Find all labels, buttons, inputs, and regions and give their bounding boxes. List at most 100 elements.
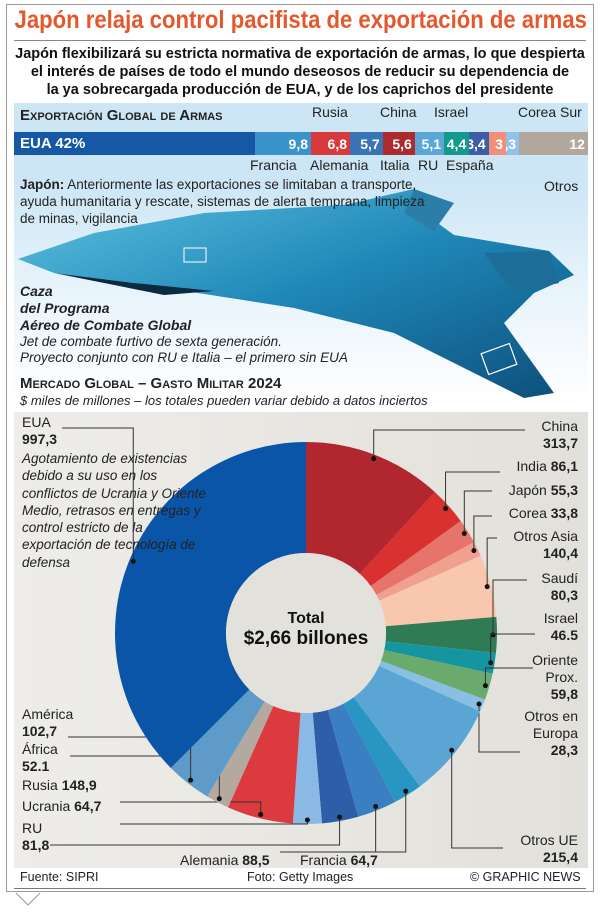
donut-label-name: Europa (532, 725, 578, 741)
donut-label-value: 148,9 (61, 777, 97, 793)
leader-line (50, 816, 341, 846)
bar-category-label: RU (418, 157, 439, 173)
caption-title: Caza (20, 283, 53, 299)
bar-category-label: Corea Sur (518, 104, 582, 120)
leader-dot (188, 777, 194, 783)
donut-slice-otros-asia (379, 555, 497, 627)
bar-segment-españa: 2,3 (505, 132, 520, 155)
donut-label-value: 140,4 (542, 545, 578, 561)
donut-label-name: RU (22, 820, 43, 836)
bar-category-label: Alemania (310, 157, 369, 173)
donut-label-value: 55,3 (550, 482, 578, 498)
donut-label: Alemania 88,5 (180, 852, 270, 869)
leader-dot (130, 558, 136, 564)
donut-label: China 313,7 (541, 418, 578, 452)
subtitle-line: Japón flexibilizará su estricta normativ… (14, 45, 586, 63)
donut-label-value: 88,5 (242, 852, 270, 868)
subtitle-text: Japón flexibilizará su estricta normativ… (15, 46, 585, 62)
donut-label-name: Rusia (22, 777, 58, 793)
donut-label: Rusia 148,9 (22, 777, 97, 794)
spending-title: Mercado Global – Gasto Militar 2024 (20, 375, 282, 392)
donut-label: Ucrania 64,7 (22, 798, 101, 815)
donut-label: Francia 64,7 (300, 852, 378, 869)
donut-slice-rusia (228, 706, 301, 824)
exports-title: Exportación Global de Armas (20, 107, 223, 124)
donut-label-name: Oriente (532, 652, 578, 668)
donut-slice-ucrania (292, 712, 323, 824)
leader-dot (488, 660, 494, 666)
total-label: Total (287, 610, 325, 627)
bar-segment-alemania: 5,7 (350, 132, 383, 155)
japon-note: Japón: Anteriormente las exportaciones s… (20, 176, 440, 227)
donut-label: África 52.1 (22, 741, 58, 775)
donut-label-value: 52.1 (22, 758, 50, 774)
donut-label-name: EUA (22, 414, 51, 430)
caption-text: Proyecto conjunto con RU e Italia – el p… (20, 350, 348, 365)
donut-label-value: 46.5 (550, 627, 578, 643)
exports-stacked-bar: EUA 42%9,86,85,75,65,14,43,432,312 (14, 132, 588, 155)
donut-slice-otros-ue (353, 665, 481, 787)
leader-line (490, 633, 535, 663)
donut-label: Corea 33,8 (509, 505, 578, 522)
bar-segment-francia: 9,8 (254, 132, 312, 155)
bar-segment-israel: 4,4 (444, 132, 470, 155)
donut-slice-eua (115, 442, 307, 768)
donut-label-name: Francia (300, 852, 347, 868)
donut-label: EUA 997,3 (22, 414, 57, 448)
leader-line (62, 427, 134, 562)
bar-category-label: Otros (544, 178, 579, 194)
page-title-text: Japón relaja control pacifista de export… (14, 6, 587, 34)
bar-segment-eua: EUA 42% (14, 132, 255, 155)
subtitle: Japón flexibilizará su estricta normativ… (14, 45, 586, 99)
donut-label-value: 33,8 (550, 505, 578, 521)
donut-label: Saudí 80,3 (541, 570, 578, 604)
caption-title: Aéreo de Combate Global (20, 317, 192, 333)
leader-dot (258, 811, 264, 817)
photo-credit: Foto: Getty Images (247, 870, 354, 884)
eua-note: Agotamiento de existencias debido a su u… (22, 451, 206, 570)
donut-center: Total $2,66 billones (226, 610, 386, 650)
subtitle-text: la ya sobrecargada producción de EUA, y … (46, 82, 554, 98)
leader-line (280, 806, 377, 853)
donut-hole (226, 553, 386, 713)
leader-line (373, 429, 525, 459)
bar-segment-ru: 3,4 (469, 132, 489, 155)
donut-slice-áfrica (207, 701, 274, 808)
donut-label-value: 215,4 (542, 849, 578, 865)
donut-slice-saudí (385, 616, 497, 654)
donut-label: Otros en Europa 28,3 (524, 708, 578, 759)
donut-label-value: 64,7 (350, 852, 378, 868)
donut-label: RU 81,8 (22, 820, 49, 854)
page-title: Japón relaja control pacifista de export… (14, 6, 586, 38)
leader-dot (484, 584, 490, 590)
donut-slice-israel (384, 641, 496, 674)
donut-label-name: Japón (508, 482, 547, 498)
donut-label-value: 313,7 (542, 435, 578, 451)
donut-label: Japón 55,3 (509, 482, 578, 499)
donut-label-name: América (22, 706, 74, 722)
donut-label: Israel 46.5 (544, 610, 578, 644)
bar-segment-italia: 5,1 (414, 132, 445, 155)
donut-slice-china (306, 442, 435, 574)
source: Fuente: SIPRI (20, 870, 99, 884)
callout-pointer (15, 892, 41, 906)
donut-slice-corea (376, 542, 481, 601)
donut-label-name: China (541, 418, 578, 434)
donut-label-value: 28,3 (550, 742, 578, 758)
bar-segment-corea-sur: 3 (488, 132, 506, 155)
donut-label: India 86,1 (517, 458, 579, 475)
donut-slice-francia (343, 697, 420, 802)
leader-line (492, 579, 527, 635)
leader-dot (443, 506, 449, 512)
donut-label-name: Alemania (180, 852, 239, 868)
donut-label-name: Israel (543, 610, 578, 626)
leader-dot (337, 814, 343, 820)
leader-dot (304, 817, 310, 823)
leader-line (120, 801, 262, 815)
fighter-jet-image (18, 189, 574, 398)
subtitle-line: la ya sobrecargada producción de EUA, y … (14, 81, 586, 99)
donut-label-value: 81,8 (22, 837, 50, 853)
donut-label-name: Otros en (524, 708, 578, 724)
donut-label-name: Otros UE (520, 832, 578, 848)
caption-title: del Programa (20, 300, 110, 316)
